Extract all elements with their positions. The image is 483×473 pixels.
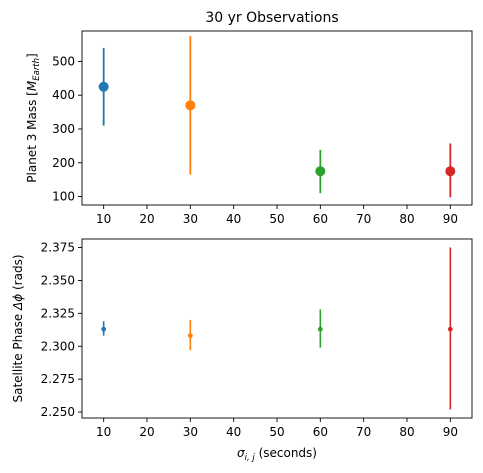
y-axis-label: Satellite Phase Δϕ (rads) — [11, 254, 25, 402]
y-tick-label: 2.275 — [41, 372, 75, 386]
x-tick-label: 20 — [139, 425, 154, 439]
y-axis-title: Planet 3 Mass [MEarth] — [25, 53, 42, 182]
axis-ticks: 10 20 30 40 50 60 70 80 90 2.250 2.275 2.300 2.325 2.… — [41, 241, 458, 439]
data-point — [317, 326, 323, 332]
y-axis-label: Planet 3 Mass [MEarth] — [25, 53, 42, 182]
data-point — [445, 166, 456, 177]
x-axis-label: σi, j (seconds) — [237, 446, 317, 463]
y-tick-label: 2.250 — [41, 405, 75, 419]
x-tick-label: 80 — [399, 425, 414, 439]
y-tick-label: 2.350 — [41, 273, 75, 287]
phase-panel: Satellite Phase Δϕ (rads) 10 20 30 40 50 60 70… — [11, 238, 473, 463]
plot-frame — [81, 30, 473, 206]
x-tick-label: 70 — [356, 425, 371, 439]
data-point — [101, 326, 107, 332]
data-point — [315, 166, 326, 177]
plot-frame — [81, 238, 473, 419]
mass-panel: 30 yr Observations Planet 3 Mass [MEarth… — [25, 10, 473, 226]
x-tick-label: 40 — [226, 425, 241, 439]
x-tick-label: 20 — [139, 212, 154, 226]
y-tick-label: 100 — [52, 190, 75, 204]
x-tick-label: 50 — [269, 425, 284, 439]
x-tick-label: 80 — [399, 212, 414, 226]
y-tick-label: 2.375 — [41, 241, 75, 255]
x-tick-label: 90 — [443, 425, 458, 439]
y-tick-label: 2.325 — [41, 306, 75, 320]
data-point — [447, 326, 453, 332]
y-tick-label: 300 — [52, 122, 75, 136]
axis-ticks: 10 20 30 40 50 60 70 80 90 100 200 300 400 500 — [52, 54, 458, 226]
x-tick-label: 40 — [226, 212, 241, 226]
y-tick-label: 500 — [52, 54, 75, 68]
x-tick-label: 60 — [313, 212, 328, 226]
data-points — [101, 247, 453, 410]
x-tick-label: 70 — [356, 212, 371, 226]
x-tick-label: 50 — [269, 212, 284, 226]
x-axis-title: σi, j (seconds) — [237, 446, 317, 463]
x-tick-label: 30 — [183, 212, 198, 226]
data-point — [185, 100, 196, 111]
y-tick-label: 200 — [52, 156, 75, 170]
x-tick-label: 90 — [443, 212, 458, 226]
y-axis-title: Satellite Phase Δϕ (rads) — [11, 254, 25, 402]
data-point — [98, 81, 109, 92]
x-tick-label: 10 — [96, 212, 111, 226]
x-tick-label: 60 — [313, 425, 328, 439]
data-point — [187, 333, 193, 339]
x-tick-label: 10 — [96, 425, 111, 439]
y-tick-label: 2.300 — [41, 339, 75, 353]
chart-title: 30 yr Observations — [205, 10, 338, 26]
y-tick-label: 400 — [52, 88, 75, 102]
x-tick-label: 30 — [183, 425, 198, 439]
data-points — [98, 36, 456, 198]
